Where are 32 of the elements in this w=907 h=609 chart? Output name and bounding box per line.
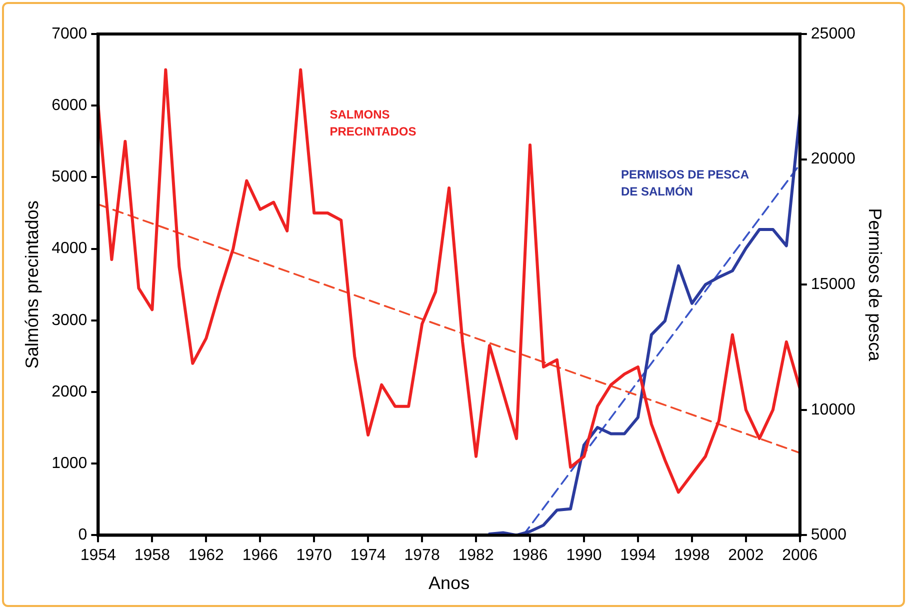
y-tick-label: 7000 bbox=[52, 25, 88, 42]
y-tick-label: 0 bbox=[78, 526, 88, 544]
y2-axis-title: Permisos de pesca bbox=[865, 208, 886, 362]
y2-tick-label: 25000 bbox=[810, 25, 856, 42]
x-tick-label: 1962 bbox=[188, 547, 224, 564]
y-tick-label: 4000 bbox=[52, 240, 88, 258]
x-tick-label: 1990 bbox=[566, 547, 602, 564]
series-label: SALMONS PRECINTADOS bbox=[330, 107, 416, 138]
y2-tick-label: 10000 bbox=[810, 401, 856, 418]
y-tick-label: 6000 bbox=[52, 97, 88, 114]
y-tick-label: 3000 bbox=[52, 312, 88, 329]
y-tick-label: 1000 bbox=[52, 455, 88, 472]
x-axis-title: Anos bbox=[428, 573, 470, 594]
y2-tick-label: 20000 bbox=[810, 150, 856, 168]
x-tick-label: 1986 bbox=[512, 547, 548, 564]
x-tick-label: 1958 bbox=[134, 547, 170, 564]
x-tick-label: 1954 bbox=[80, 547, 116, 564]
text: PERMISOS DE PESCA DE SALMÓN bbox=[620, 168, 750, 199]
y-tick-label: 5000 bbox=[52, 168, 88, 186]
y2-tick-label: 5000 bbox=[810, 526, 847, 544]
x-tick-label: 2002 bbox=[728, 547, 764, 564]
x-tick-label: 1978 bbox=[404, 547, 440, 564]
x-tick-label: 1998 bbox=[674, 547, 710, 564]
x-tick-label: 1994 bbox=[620, 547, 656, 564]
y2-tick-label: 15000 bbox=[810, 276, 856, 294]
x-tick-label: 1982 bbox=[458, 547, 494, 564]
x-tick-label: 1974 bbox=[350, 547, 386, 564]
y-axis-title: Salmóns precintados bbox=[22, 200, 42, 369]
x-tick-label: 2006 bbox=[782, 547, 818, 564]
x-tick-label: 1966 bbox=[242, 547, 278, 564]
y-tick-label: 2000 bbox=[52, 383, 88, 400]
x-tick-label: 1970 bbox=[296, 547, 332, 564]
